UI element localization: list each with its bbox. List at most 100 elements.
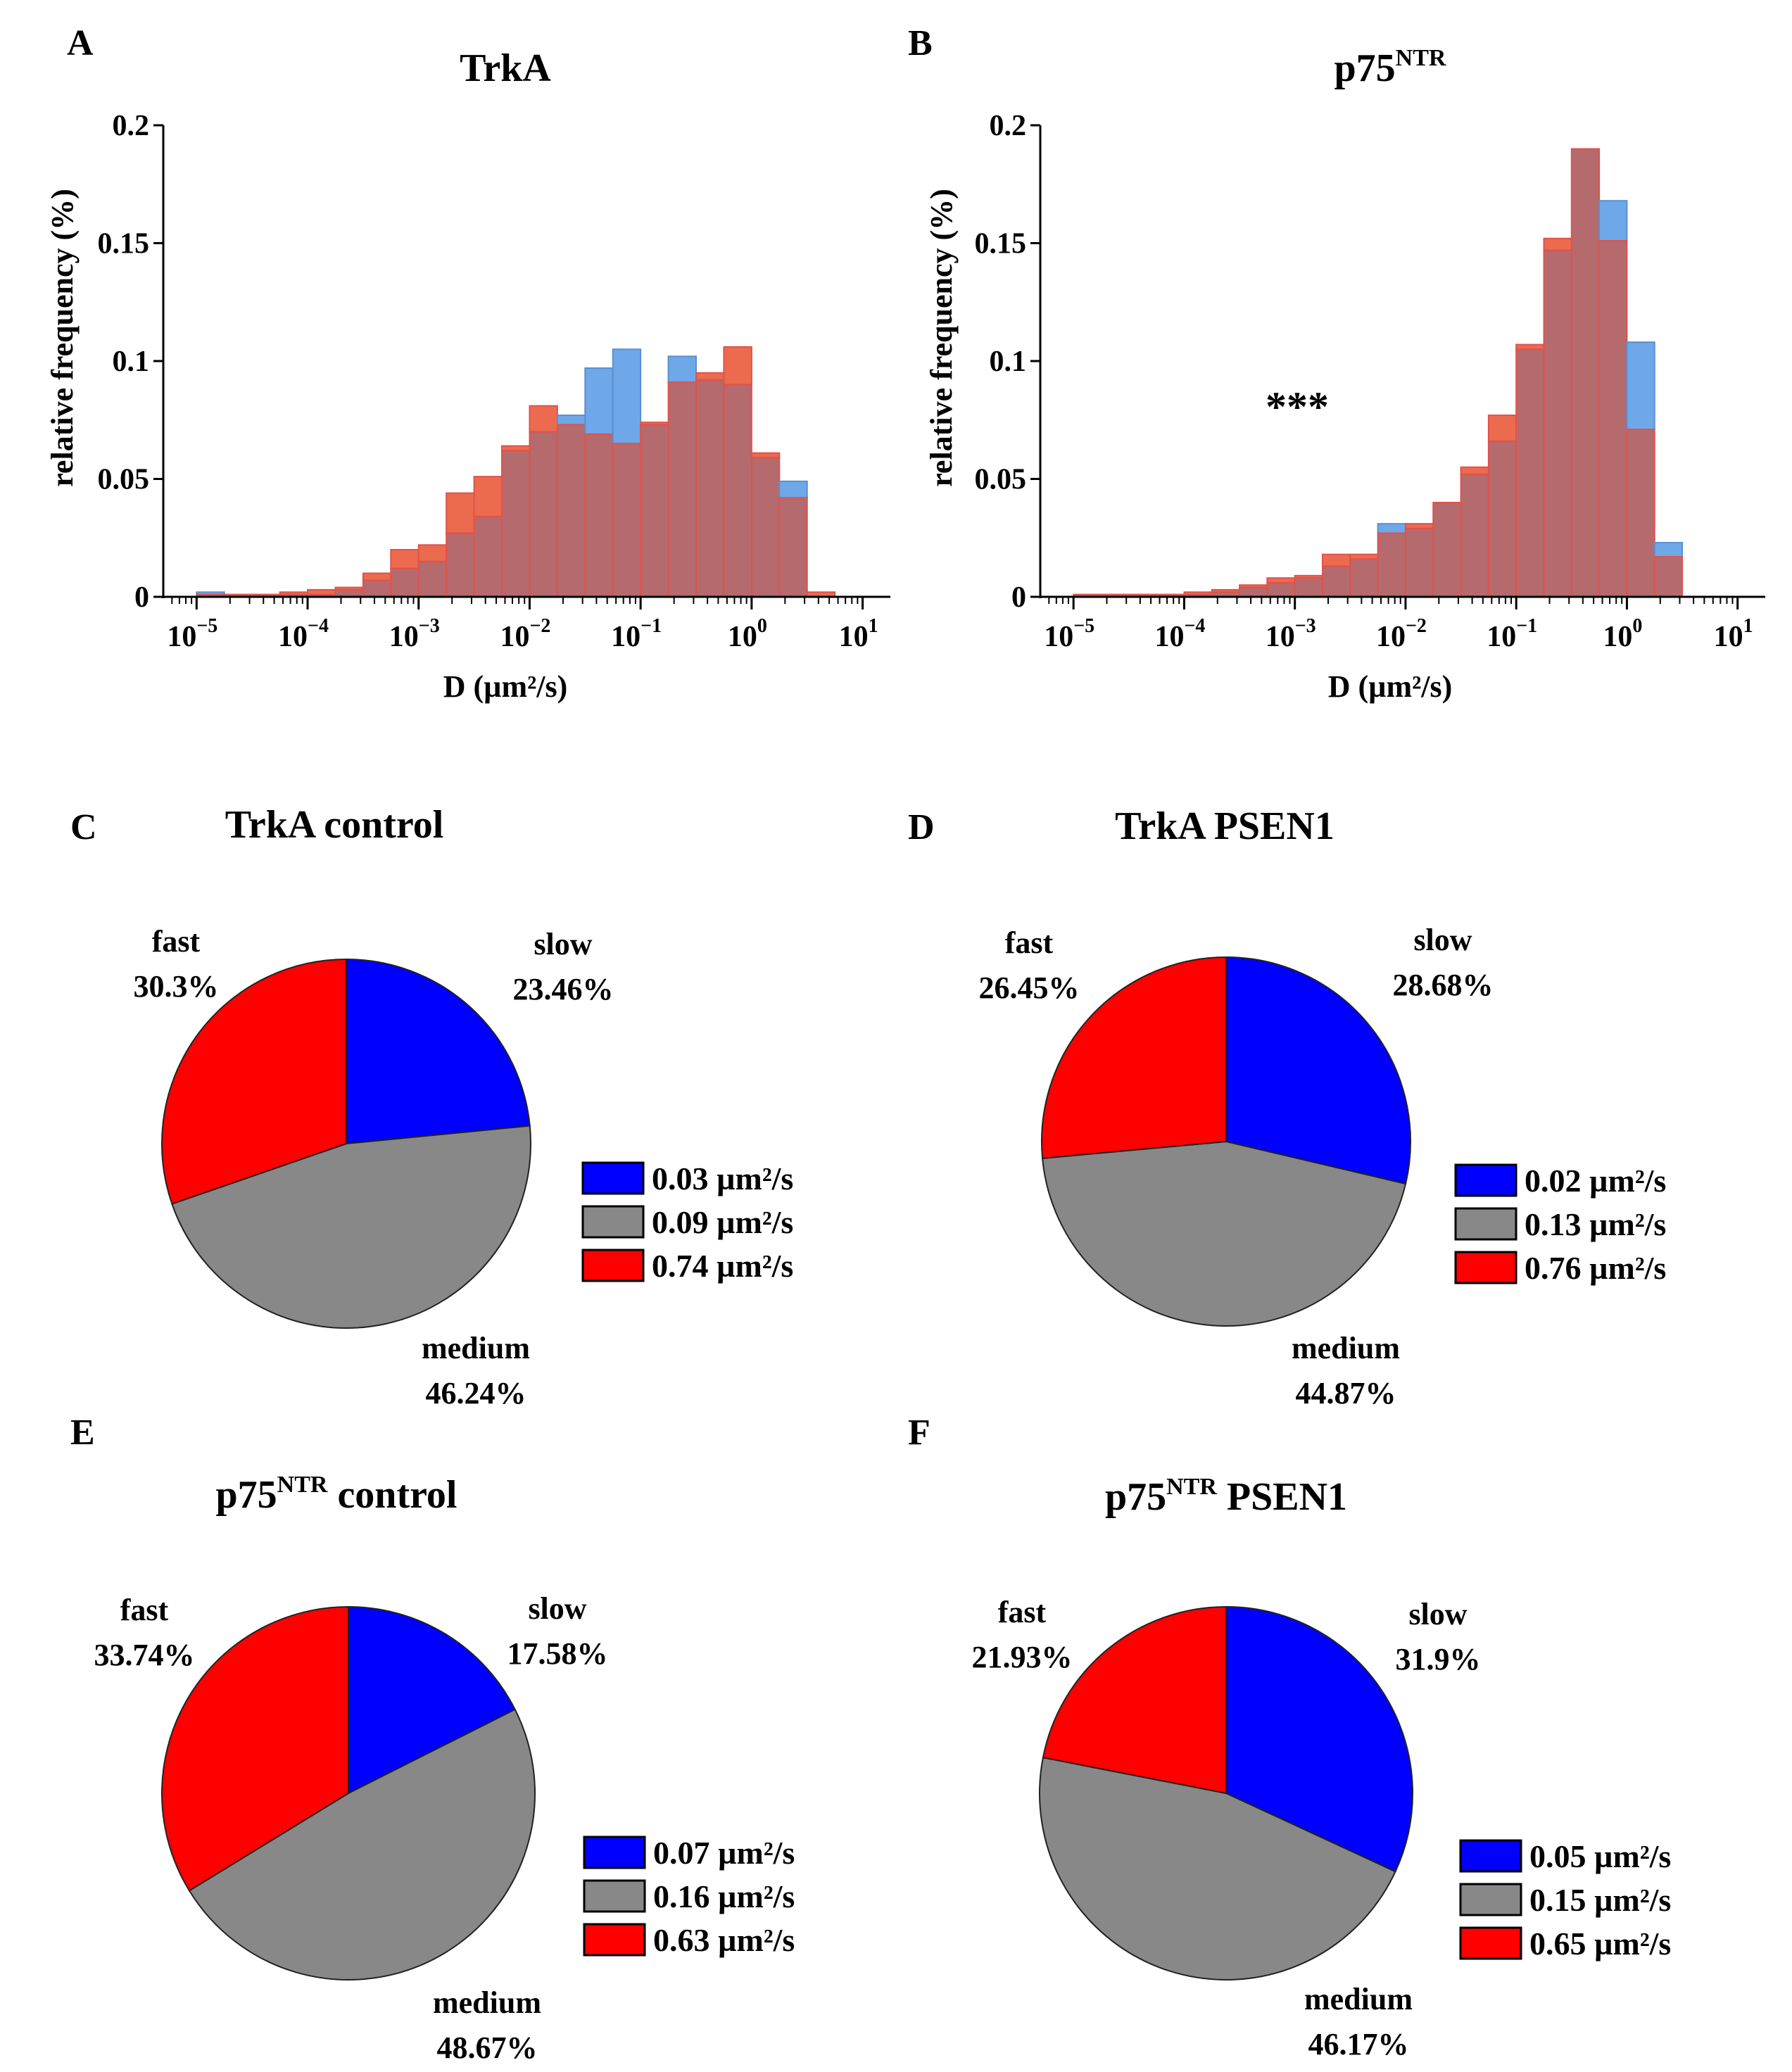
x-tick-exponent: −2: [1406, 615, 1427, 637]
panel-letter-d: D: [908, 807, 935, 847]
bar-b-7-excess: [1266, 577, 1296, 583]
slice-name-f-medium: medium: [1304, 1982, 1413, 2016]
bar-a-5-overlap: [334, 588, 364, 598]
bar-a-14-overlap: [584, 433, 614, 598]
bar-b-13-overlap: [1432, 502, 1462, 598]
slice-name-e-slow: slow: [528, 1591, 586, 1626]
pie-title-sup: NTR: [1166, 1474, 1217, 1500]
x-tick-label-b-3: 10−2: [1376, 615, 1427, 653]
x-tick-exponent: 1: [869, 615, 878, 637]
x-tick-exponent: −4: [1184, 615, 1205, 637]
pie-slice-f-fast: [1042, 1605, 1227, 1795]
legend-swatch-c-medium: [581, 1205, 645, 1239]
pie-title-d: TrkA PSEN1: [1115, 804, 1334, 848]
bar-a-15-overlap: [612, 443, 642, 598]
slice-name-c-fast: fast: [152, 924, 201, 959]
slice-name-d-fast: fast: [1005, 926, 1054, 960]
pie-title-sup: NTR: [277, 1472, 328, 1498]
slice-percent-e-medium: 48.67%: [437, 2030, 538, 2065]
bar-a-18-excess: [695, 372, 725, 381]
legend-swatch-c-slow: [581, 1161, 645, 1195]
bar-a-21-overlap: [778, 497, 808, 598]
x-tick-base: 10: [728, 621, 757, 653]
pie-slice-f-medium: [1039, 1757, 1396, 1981]
x-tick-base: 10: [1154, 621, 1184, 653]
pie-title-main: TrkA control: [225, 803, 444, 847]
x-tick-label-b-2: 10−3: [1266, 615, 1316, 653]
x-tick-exponent: 0: [757, 615, 767, 637]
panel-d-pie: D TrkA PSEN1 slow 28.68% medium 44.87% fast 26.…: [908, 804, 1666, 1410]
bar-a-10-overlap: [473, 516, 503, 598]
bar-a-14-excess: [584, 367, 614, 435]
bar-a-8-overlap: [417, 560, 448, 598]
slice-percent-d-medium: 44.87%: [1296, 1376, 1396, 1410]
x-tick-exponent: −5: [196, 615, 217, 637]
slice-name-d-slow: slow: [1413, 923, 1472, 957]
x-tick-base: 10: [1487, 621, 1516, 653]
bar-b-18-overlap: [1570, 148, 1601, 598]
bar-b-10-overlap: [1349, 558, 1379, 598]
panel-letter-c: C: [70, 807, 97, 847]
x-tick-exponent: −4: [308, 615, 329, 637]
x-tick-label-a-2: 10−3: [389, 615, 440, 653]
bar-a-7-overlap: [390, 567, 419, 598]
pie-title-main: p75: [1105, 1475, 1166, 1519]
legend-swatch-e-fast: [583, 1923, 646, 1957]
histogram-title-a-main: TrkA: [460, 46, 551, 90]
slice-percent-e-fast: 33.74%: [94, 1638, 195, 1672]
significance-annotation: ***: [1266, 384, 1329, 430]
bar-a-6-excess: [362, 572, 392, 581]
x-tick-exponent: −3: [419, 615, 440, 637]
bar-a-12-excess: [529, 405, 558, 433]
x-tick-base: 10: [500, 621, 529, 653]
pie-slice-d-fast: [1041, 956, 1227, 1159]
pie-slice-e-slow: [348, 1605, 517, 1795]
bar-b-16-excess: [1515, 343, 1545, 350]
bar-b-19-overlap: [1598, 240, 1628, 598]
histogram-title-a: TrkA: [460, 46, 551, 90]
y-tick-label-b-3: 0.15: [975, 228, 1027, 260]
bar-b-11-excess: [1377, 523, 1406, 534]
x-tick-exponent: −5: [1073, 615, 1094, 637]
legend-swatch-e-medium: [583, 1879, 646, 1913]
bar-a-11-excess: [501, 445, 531, 452]
y-tick-label-a-4: 0.2: [113, 110, 150, 142]
pie-title-suffix: control: [327, 1473, 457, 1517]
bar-a-7-excess: [390, 549, 419, 569]
legend-label-d-fast: 0.76 µm²/s: [1525, 1250, 1666, 1286]
slice-percent-f-slow: 31.9%: [1396, 1642, 1481, 1676]
slice-name-f-fast: fast: [998, 1595, 1047, 1629]
legend-swatch-f-slow: [1459, 1839, 1522, 1873]
legend-swatch-d-medium: [1454, 1207, 1517, 1241]
bar-b-15-overlap: [1487, 440, 1517, 598]
bar-a-6-overlap: [362, 579, 392, 598]
legend-label-f-slow: 0.05 µm²/s: [1529, 1838, 1671, 1874]
bar-a-18-overlap: [695, 379, 725, 598]
panel-a-histogram: A TrkA 00.050.10.150.210−5 10−4 10−3 10−2 10…: [45, 23, 890, 704]
bar-b-11-overlap: [1377, 532, 1406, 598]
bar-a-20-excess: [750, 452, 781, 459]
bar-a-11-overlap: [501, 450, 531, 598]
legend-swatch-c-fast: [581, 1249, 645, 1282]
x-tick-base: 10: [1714, 621, 1743, 653]
bar-b-14-excess: [1460, 466, 1489, 475]
x-tick-label-b-0: 10−5: [1044, 615, 1094, 653]
slice-name-c-slow: slow: [534, 927, 592, 961]
x-tick-exponent: 1: [1743, 615, 1753, 637]
slice-percent-f-fast: 21.93%: [972, 1640, 1073, 1674]
plot-area-b: 00.050.10.150.210−5 10−4 10−3 10−2 10−1 100 10…: [975, 110, 1765, 653]
pie-slice-c-medium: [171, 1125, 531, 1329]
bar-b-7-overlap: [1266, 581, 1296, 598]
bar-b-19-excess: [1598, 200, 1628, 242]
bar-b-12-overlap: [1404, 527, 1434, 598]
slice-percent-d-fast: 26.45%: [979, 971, 1080, 1005]
x-tick-base: 10: [167, 621, 196, 653]
panel-b-histogram: B p75NTR 00.050.10.150.210−5 10−4 10−3 10−2…: [908, 23, 1765, 704]
bar-b-8-overlap: [1294, 577, 1323, 598]
histogram-title-b-sup: NTR: [1396, 45, 1446, 71]
bar-b-16-overlap: [1515, 348, 1545, 598]
slice-name-e-medium: medium: [433, 1985, 541, 2020]
x-tick-base: 10: [1603, 621, 1632, 653]
